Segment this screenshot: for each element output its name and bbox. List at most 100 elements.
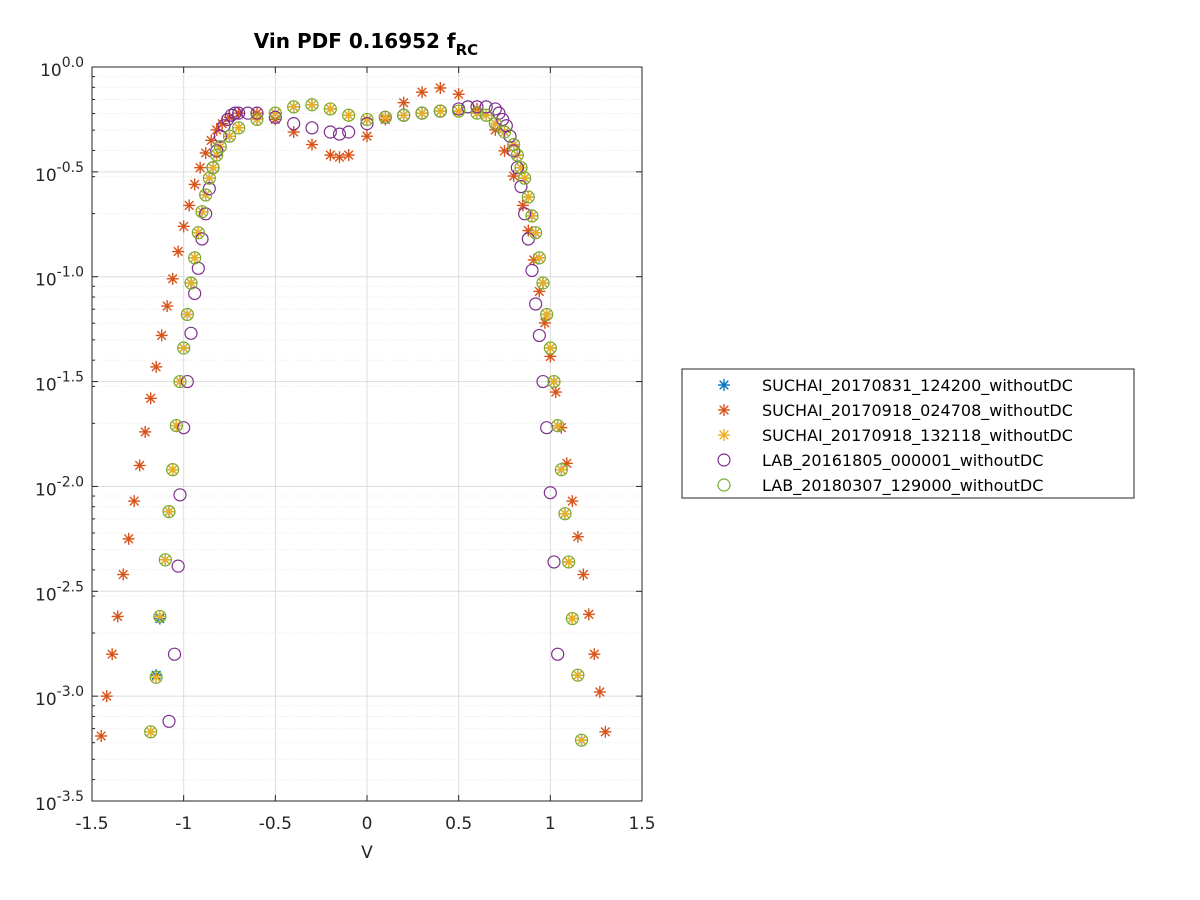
- x-tick-label: 1: [545, 814, 556, 834]
- data-point: [525, 263, 539, 278]
- data-point: [188, 178, 201, 191]
- data-point: [521, 190, 535, 204]
- data-point: [574, 733, 589, 747]
- x-tick-label: 0.5: [445, 814, 472, 834]
- data-point: [540, 308, 553, 321]
- data-point: [250, 112, 264, 127]
- data-point: [571, 668, 585, 682]
- x-tick-label: -1: [175, 814, 192, 834]
- legend: SUCHAI_20170831_124200_withoutDC SUCHAI_2…: [681, 368, 1135, 499]
- data-point: [533, 251, 546, 264]
- data-point: [433, 104, 447, 118]
- data-point: [543, 486, 557, 500]
- data-point: [434, 81, 447, 94]
- data-point: [207, 161, 219, 174]
- data-point: [177, 220, 190, 233]
- data-point: [562, 555, 575, 568]
- data-point: [162, 504, 176, 519]
- data-point: [166, 463, 179, 476]
- data-point: [566, 495, 579, 508]
- x-tick-label: -0.5: [259, 814, 292, 834]
- data-point: [306, 98, 318, 111]
- y-tick-label: 10-3.0: [35, 684, 84, 710]
- legend-label: SUCHAI_20170918_024708_withoutDC: [762, 401, 1073, 421]
- data-point: [544, 342, 557, 355]
- data-point: [452, 104, 466, 118]
- data-point: [111, 610, 124, 623]
- data-point: [551, 647, 565, 661]
- data-point: [489, 117, 502, 130]
- data-point: [202, 182, 216, 196]
- data-point: [470, 106, 484, 120]
- data-point: [529, 297, 543, 311]
- data-point: [361, 113, 373, 126]
- data-point: [415, 106, 429, 120]
- data-point: [551, 419, 564, 432]
- data-point: [213, 140, 227, 154]
- y-tick-label-base: 10: [35, 690, 57, 710]
- data-point: [268, 110, 282, 124]
- data-point: [547, 555, 561, 569]
- data-point: [536, 374, 550, 389]
- data-point: [100, 690, 113, 703]
- data-point: [180, 374, 194, 389]
- data-point: [128, 495, 141, 508]
- data-point: [522, 191, 535, 204]
- data-point: [305, 98, 319, 112]
- data-point: [549, 386, 562, 399]
- data-point: [526, 209, 538, 222]
- y-tick-label-base: 10: [35, 376, 57, 396]
- data-point: [180, 307, 194, 322]
- data-point: [562, 555, 576, 569]
- data-point: [488, 102, 502, 116]
- data-point: [172, 245, 185, 258]
- data-point: [496, 112, 510, 127]
- data-point: [268, 106, 282, 120]
- data-point: [192, 226, 205, 239]
- data-point: [224, 108, 238, 122]
- data-point: [379, 111, 392, 124]
- data-point: [185, 277, 197, 290]
- x-tick-label: 0: [362, 814, 373, 834]
- x-tick-label: -1.5: [75, 814, 108, 834]
- data-point: [153, 609, 167, 624]
- data-point: [173, 488, 187, 502]
- data-point: [332, 127, 347, 141]
- data-point: [149, 670, 163, 684]
- data-point: [287, 100, 300, 113]
- chart-title: Vin PDF 0.16952 fRC: [254, 29, 478, 59]
- data-point: [139, 425, 152, 438]
- y-tick-label: 10-0.5: [35, 160, 84, 186]
- legend-marker: [717, 453, 731, 467]
- data-point: [287, 100, 301, 114]
- data-point: [177, 341, 191, 355]
- data-point: [538, 316, 551, 329]
- x-axis-label: V: [361, 843, 373, 863]
- data-point: [122, 532, 135, 545]
- data-point: [184, 276, 198, 290]
- axes-frame: -1.5 -1 -0.5 0 0.5 1 1.5100.010-0.510-1.010-1.…: [35, 55, 655, 834]
- data-point: [250, 106, 264, 120]
- legend-label: LAB_20161805_000001_withoutDC: [762, 451, 1043, 471]
- data-point: [155, 329, 168, 342]
- y-tick-label-exponent: -0.5: [57, 160, 84, 176]
- y-tick-label-base: 10: [35, 480, 57, 500]
- legend-marker: [717, 478, 731, 492]
- data-point: [217, 119, 231, 133]
- y-tick-label-base: 10: [35, 271, 57, 291]
- data-point: [397, 108, 411, 122]
- data-point: [210, 148, 224, 162]
- y-tick-label: 10-1.5: [35, 370, 84, 396]
- y-tick-label: 10-3.5: [35, 789, 84, 815]
- data-point: [510, 148, 524, 162]
- data-point: [169, 419, 183, 433]
- data-point: [565, 611, 579, 626]
- data-point: [397, 109, 410, 122]
- data-point: [532, 328, 546, 343]
- y-tick-label-base: 10: [35, 585, 57, 605]
- legend-label: SUCHAI_20170918_132118_withoutDC: [762, 426, 1073, 446]
- data-point: [241, 106, 255, 120]
- data-point: [479, 100, 493, 114]
- legend-marker: [718, 379, 730, 391]
- y-tick-label-base: 10: [40, 61, 62, 81]
